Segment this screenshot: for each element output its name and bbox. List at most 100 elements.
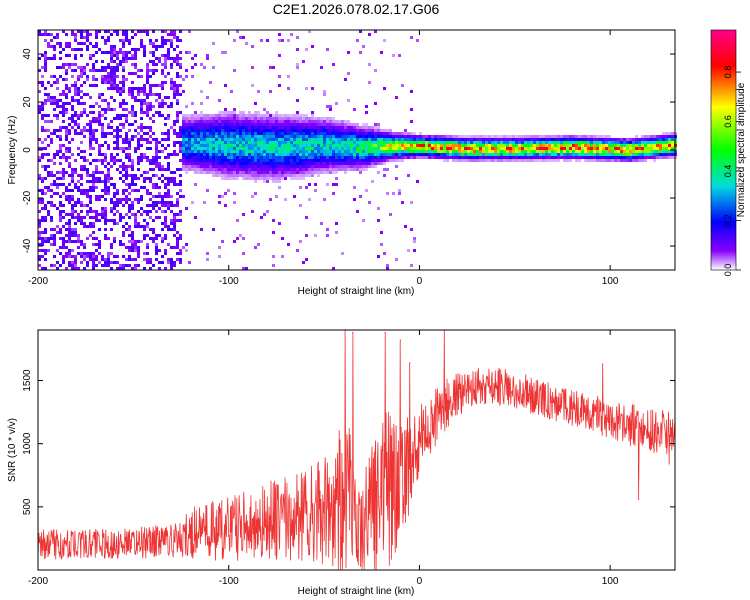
spectrogram-cell bbox=[467, 150, 470, 153]
spectrogram-cell bbox=[206, 57, 209, 60]
spectrogram-cell bbox=[656, 150, 659, 153]
spectrogram-cell bbox=[644, 153, 647, 156]
spectrogram-cell bbox=[131, 57, 134, 60]
spectrogram-cell bbox=[317, 126, 320, 129]
spectrogram-cell bbox=[47, 165, 50, 168]
spectrogram-cell bbox=[257, 174, 260, 177]
spectrogram-cell bbox=[92, 78, 95, 81]
spectrogram-cell bbox=[191, 132, 194, 135]
spectrogram-cell bbox=[176, 63, 179, 66]
spectrogram-cell bbox=[377, 219, 380, 222]
spectrogram-cell bbox=[416, 135, 419, 138]
spectrogram-y-axis-label: Frequency (Hz) bbox=[7, 116, 18, 185]
spectrogram-cell bbox=[578, 144, 581, 147]
spectrogram-cell bbox=[122, 198, 125, 201]
spectrogram-cell bbox=[107, 237, 110, 240]
spectrogram-cell bbox=[233, 108, 236, 111]
spectrogram-cell bbox=[314, 171, 317, 174]
spectrogram-cell bbox=[263, 177, 266, 180]
spectrogram-cell bbox=[170, 63, 173, 66]
spectrogram-cell bbox=[332, 117, 335, 120]
spectrogram-cell bbox=[140, 174, 143, 177]
spectrogram-cell bbox=[221, 165, 224, 168]
spectrogram-cell bbox=[329, 171, 332, 174]
spectrogram-cell bbox=[197, 162, 200, 165]
spectrogram-cell bbox=[125, 39, 128, 42]
spectrogram-cell bbox=[626, 144, 629, 147]
spectrogram-cell bbox=[38, 237, 41, 240]
spectrogram-cell bbox=[275, 114, 278, 117]
spectrogram-cell bbox=[611, 159, 614, 162]
spectrogram-cell bbox=[287, 39, 290, 42]
spectrogram-cell bbox=[254, 162, 257, 165]
spectrogram-cell bbox=[503, 159, 506, 162]
spectrogram-cell bbox=[44, 204, 47, 207]
spectrogram-cell bbox=[44, 252, 47, 255]
spectrogram-cell bbox=[281, 153, 284, 156]
spectrogram-cell bbox=[191, 168, 194, 171]
spectrogram-cell bbox=[536, 156, 539, 159]
spectrogram-cell bbox=[206, 147, 209, 150]
spectrogram-cell bbox=[377, 156, 380, 159]
spectrogram-cell bbox=[494, 138, 497, 141]
spectrogram-cell bbox=[80, 72, 83, 75]
spectrogram-cell bbox=[359, 165, 362, 168]
spectrogram-cell bbox=[128, 123, 131, 126]
spectrogram-cell bbox=[443, 147, 446, 150]
spectrogram-cell bbox=[659, 147, 662, 150]
spectrogram-cell bbox=[632, 141, 635, 144]
spectrogram-cell bbox=[113, 45, 116, 48]
spectrogram-cell bbox=[296, 120, 299, 123]
spectrogram-cell bbox=[185, 123, 188, 126]
spectrogram-cell bbox=[146, 189, 149, 192]
spectrogram-cell bbox=[116, 87, 119, 90]
spectrogram-cell bbox=[557, 141, 560, 144]
spectrogram-cell bbox=[293, 153, 296, 156]
spectrogram-cell bbox=[377, 138, 380, 141]
spectrogram-cell bbox=[95, 237, 98, 240]
spectrogram-cell bbox=[320, 159, 323, 162]
spectrogram-cell bbox=[386, 150, 389, 153]
spectrogram-cell bbox=[59, 75, 62, 78]
spectrogram-cell bbox=[527, 135, 530, 138]
spectrogram-cell bbox=[239, 120, 242, 123]
spectrogram-cell bbox=[302, 162, 305, 165]
spectrogram-cell bbox=[65, 222, 68, 225]
spectrogram-cell bbox=[164, 42, 167, 45]
spectrogram-cell bbox=[50, 228, 53, 231]
spectrogram-cell bbox=[125, 165, 128, 168]
spectrogram-cell bbox=[164, 168, 167, 171]
spectrogram-cell bbox=[650, 153, 653, 156]
spectrogram-cell bbox=[542, 159, 545, 162]
spectrogram-cell bbox=[134, 63, 137, 66]
spectrogram-cell bbox=[104, 66, 107, 69]
spectrogram-cell bbox=[98, 123, 101, 126]
spectrogram-cell bbox=[167, 114, 170, 117]
spectrogram-cell bbox=[197, 129, 200, 132]
spectrogram-cell bbox=[338, 135, 341, 138]
spectrogram-cell bbox=[359, 144, 362, 147]
spectrogram-cell bbox=[398, 132, 401, 135]
spectrogram-cell bbox=[227, 123, 230, 126]
spectrogram-cell bbox=[482, 144, 485, 147]
spectrogram-cell bbox=[59, 201, 62, 204]
spectrogram-cell bbox=[131, 267, 134, 270]
spectrogram-cell bbox=[149, 105, 152, 108]
spectrogram-cell bbox=[242, 213, 245, 216]
spectrogram-cell bbox=[122, 123, 125, 126]
spectrogram-cell bbox=[365, 123, 368, 126]
spectrogram-cell bbox=[647, 144, 650, 147]
spectrogram-cell bbox=[218, 153, 221, 156]
spectrogram-cell bbox=[101, 129, 104, 132]
spectrogram-cell bbox=[155, 234, 158, 237]
spectrogram-cell bbox=[314, 120, 317, 123]
spectrogram-cell bbox=[164, 183, 167, 186]
spectrogram-cell bbox=[167, 201, 170, 204]
spectrogram-cell bbox=[332, 165, 335, 168]
spectrogram-cell bbox=[59, 51, 62, 54]
spectrogram-cell bbox=[146, 147, 149, 150]
spectrogram-cell bbox=[323, 171, 326, 174]
colorbar-tick-label: 0.6 bbox=[723, 115, 733, 128]
spectrogram-cell bbox=[194, 114, 197, 117]
spectrogram-cell bbox=[170, 42, 173, 45]
